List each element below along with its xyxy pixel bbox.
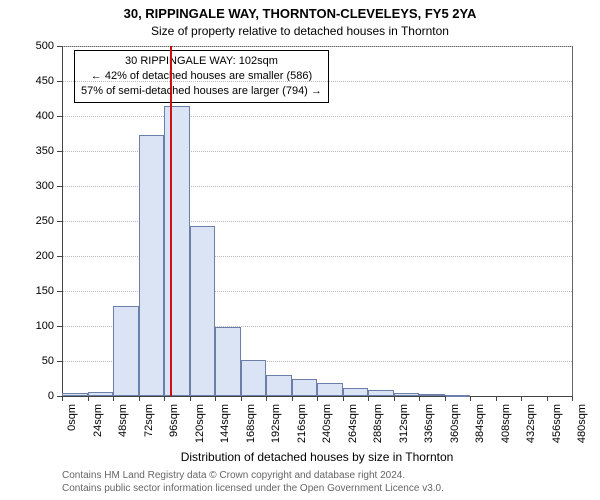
histogram-bar xyxy=(164,106,190,396)
xtick-mark xyxy=(164,396,165,401)
ytick-label: 150 xyxy=(28,285,54,297)
xtick-label: 408sqm xyxy=(500,404,512,443)
gridline xyxy=(62,46,572,47)
xtick-label: 480sqm xyxy=(576,404,588,443)
xtick-label: 240sqm xyxy=(321,404,333,443)
histogram-bar xyxy=(317,383,343,396)
histogram-bar xyxy=(343,388,369,396)
histogram-bar xyxy=(241,360,267,396)
xtick-mark xyxy=(394,396,395,401)
ytick-label: 400 xyxy=(28,110,54,122)
xtick-mark xyxy=(470,396,471,401)
xtick-mark xyxy=(292,396,293,401)
histogram-bar xyxy=(62,393,88,397)
xtick-mark xyxy=(317,396,318,401)
histogram-bar xyxy=(394,393,420,397)
xtick-label: 216sqm xyxy=(296,404,308,443)
xtick-label: 0sqm xyxy=(66,404,78,431)
ytick-label: 450 xyxy=(28,75,54,87)
histogram-bar xyxy=(368,390,394,396)
histogram-bar xyxy=(445,395,471,397)
footer-line: Contains HM Land Registry data © Crown c… xyxy=(62,470,405,481)
xtick-mark xyxy=(266,396,267,401)
xtick-label: 168sqm xyxy=(245,404,257,443)
ytick-label: 200 xyxy=(28,250,54,262)
chart-container: 30, RIPPINGALE WAY, THORNTON-CLEVELEYS, … xyxy=(0,0,600,500)
x-axis-label: Distribution of detached houses by size … xyxy=(62,450,572,464)
xtick-mark xyxy=(445,396,446,401)
xtick-label: 456sqm xyxy=(551,404,563,443)
xtick-label: 144sqm xyxy=(219,404,231,443)
xtick-mark xyxy=(190,396,191,401)
xtick-label: 96sqm xyxy=(168,404,180,437)
xtick-mark xyxy=(113,396,114,401)
ytick-label: 50 xyxy=(28,355,54,367)
y-axis-line xyxy=(62,46,63,396)
annotation-line: 30 RIPPINGALE WAY: 102sqm xyxy=(81,54,322,69)
xtick-mark xyxy=(62,396,63,401)
xtick-mark xyxy=(368,396,369,401)
chart-subtitle: Size of property relative to detached ho… xyxy=(0,24,600,38)
xtick-mark xyxy=(241,396,242,401)
xtick-mark xyxy=(496,396,497,401)
xtick-mark xyxy=(139,396,140,401)
xtick-label: 72sqm xyxy=(143,404,155,437)
histogram-bar xyxy=(215,327,241,396)
xtick-label: 432sqm xyxy=(525,404,537,443)
ytick-label: 0 xyxy=(28,390,54,402)
xtick-label: 288sqm xyxy=(372,404,384,443)
marker-line xyxy=(170,46,172,396)
xtick-label: 264sqm xyxy=(347,404,359,443)
xtick-label: 192sqm xyxy=(270,404,282,443)
ytick-label: 300 xyxy=(28,180,54,192)
xtick-label: 120sqm xyxy=(194,404,206,443)
ytick-label: 250 xyxy=(28,215,54,227)
histogram-bar xyxy=(190,226,216,396)
histogram-bar xyxy=(266,375,292,396)
gridline xyxy=(62,81,572,82)
xtick-label: 360sqm xyxy=(449,404,461,443)
histogram-bar xyxy=(88,392,114,396)
xtick-mark xyxy=(572,396,573,401)
annotation-box: 30 RIPPINGALE WAY: 102sqm ← 42% of detac… xyxy=(74,50,329,103)
histogram-bar xyxy=(292,379,318,397)
histogram-bar xyxy=(139,135,165,396)
histogram-bar xyxy=(113,306,139,396)
xtick-mark xyxy=(343,396,344,401)
xtick-label: 24sqm xyxy=(92,404,104,437)
xtick-mark xyxy=(521,396,522,401)
xtick-mark xyxy=(547,396,548,401)
footer-line: Contains public sector information licen… xyxy=(62,483,444,494)
xtick-label: 384sqm xyxy=(474,404,486,443)
ytick-label: 350 xyxy=(28,145,54,157)
chart-title: 30, RIPPINGALE WAY, THORNTON-CLEVELEYS, … xyxy=(0,6,600,21)
xtick-label: 336sqm xyxy=(423,404,435,443)
xtick-label: 48sqm xyxy=(117,404,129,437)
xtick-label: 312sqm xyxy=(398,404,410,443)
annotation-line: 57% of semi-detached houses are larger (… xyxy=(81,84,322,99)
ytick-label: 100 xyxy=(28,320,54,332)
xtick-mark xyxy=(419,396,420,401)
gridline xyxy=(62,116,572,117)
xtick-mark xyxy=(215,396,216,401)
xtick-mark xyxy=(88,396,89,401)
histogram-bar xyxy=(419,394,445,396)
ytick-label: 500 xyxy=(28,40,54,52)
